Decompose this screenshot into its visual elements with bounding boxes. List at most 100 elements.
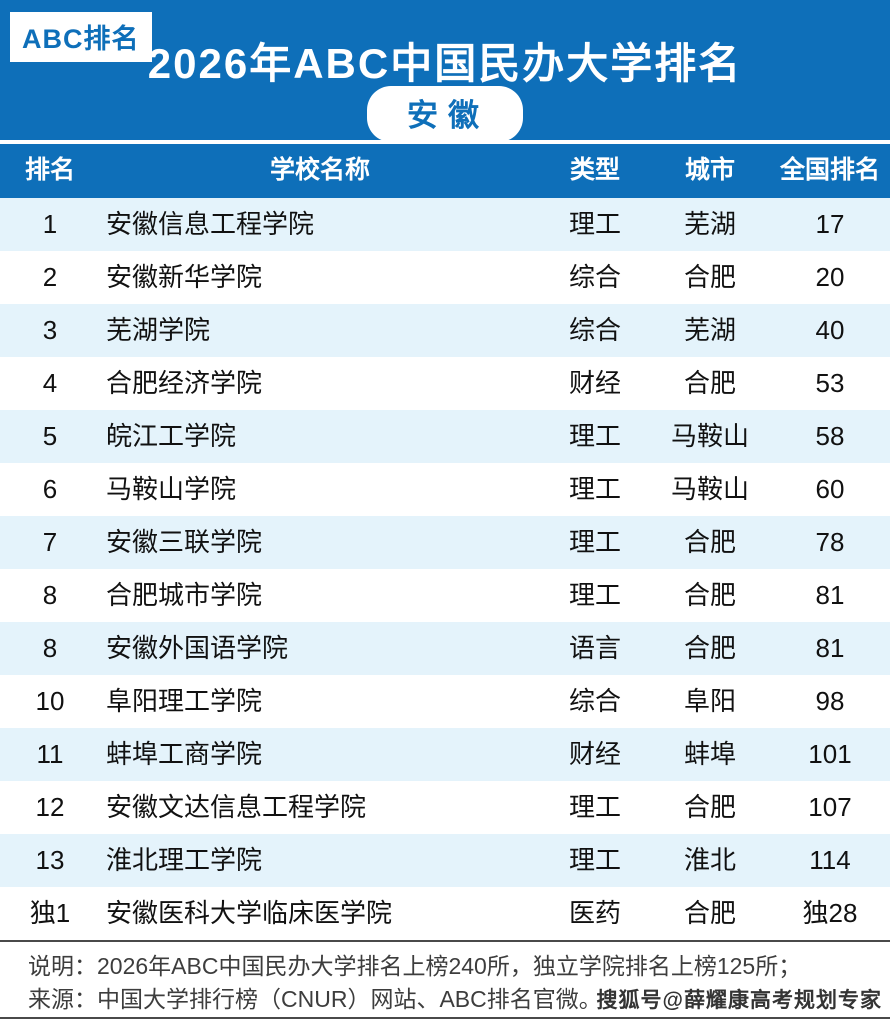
header: ABC排名 2026年ABC中国民办大学排名 安徽 <box>0 0 890 142</box>
table-row: 8 合肥城市学院 理工 合肥 81 <box>0 569 890 622</box>
type-cell: 综合 <box>568 686 621 717</box>
rank-cell: 12 <box>35 792 65 823</box>
national-rank-cell: 53 <box>815 368 845 399</box>
school-name-cell: 马鞍山学院 <box>106 474 237 505</box>
footer: 说明：2026年ABC中国民办大学排名上榜240所，独立学院排名上榜125所； … <box>0 940 890 1022</box>
national-rank-cell: 20 <box>815 262 845 293</box>
region-pill: 安徽 <box>367 86 523 142</box>
rank-cell: 7 <box>42 527 58 558</box>
national-rank-cell: 58 <box>815 421 845 452</box>
type-cell: 理工 <box>568 421 621 452</box>
type-cell: 理工 <box>568 580 621 611</box>
school-name-cell: 淮北理工学院 <box>106 845 263 876</box>
city-cell: 合肥 <box>683 898 736 929</box>
city-cell: 合肥 <box>683 633 736 664</box>
national-rank-cell: 独28 <box>802 898 858 929</box>
national-rank-cell: 60 <box>815 474 845 505</box>
table-rows: 1 安徽信息工程学院 理工 芜湖 17 2 安徽新华学院 综合 合肥 20 3 芜湖学院 综合 芜湖 40 4… <box>0 198 890 940</box>
type-cell: 综合 <box>568 262 621 293</box>
rank-cell: 8 <box>42 580 58 611</box>
school-name-cell: 合肥城市学院 <box>106 580 263 611</box>
city-cell: 合肥 <box>683 580 736 611</box>
national-rank-cell: 40 <box>815 315 845 346</box>
school-name-cell: 安徽文达信息工程学院 <box>106 792 367 823</box>
city-cell: 合肥 <box>683 792 736 823</box>
table-row: 2 安徽新华学院 综合 合肥 20 <box>0 251 890 304</box>
rank-cell: 4 <box>42 368 58 399</box>
watermark: 搜狐号@薛耀康高考规划专家 <box>596 989 882 1012</box>
rank-cell: 独1 <box>29 898 71 929</box>
type-cell: 财经 <box>568 739 621 770</box>
city-cell: 阜阳 <box>683 686 736 717</box>
school-name-cell: 安徽外国语学院 <box>106 633 289 664</box>
table-row: 6 马鞍山学院 理工 马鞍山 60 <box>0 463 890 516</box>
column-header-type: 类型 <box>569 156 620 185</box>
page-title: 2026年ABC中国民办大学排名 <box>147 40 743 87</box>
type-cell: 财经 <box>568 368 621 399</box>
rank-cell: 11 <box>36 739 64 770</box>
type-cell: 语言 <box>568 633 621 664</box>
school-name-cell: 合肥经济学院 <box>106 368 263 399</box>
school-name-cell: 蚌埠工商学院 <box>106 739 263 770</box>
table-row: 12 安徽文达信息工程学院 理工 合肥 107 <box>0 781 890 834</box>
school-name-cell: 安徽信息工程学院 <box>106 209 315 240</box>
school-name-cell: 安徽三联学院 <box>106 527 263 558</box>
school-name-cell: 阜阳理工学院 <box>106 686 263 717</box>
table-row: 1 安徽信息工程学院 理工 芜湖 17 <box>0 198 890 251</box>
city-cell: 淮北 <box>683 845 736 876</box>
column-header-school-name: 学校名称 <box>269 156 370 185</box>
type-cell: 理工 <box>568 474 621 505</box>
city-cell: 马鞍山 <box>670 474 749 505</box>
table-row: 10 阜阳理工学院 综合 阜阳 98 <box>0 675 890 728</box>
table-row: 8 安徽外国语学院 语言 合肥 81 <box>0 622 890 675</box>
footer-bottom-divider <box>0 1017 890 1019</box>
rank-cell: 5 <box>42 421 58 452</box>
city-cell: 芜湖 <box>683 209 736 240</box>
table-header-row: 排名 学校名称 类型 城市 全国排名 <box>0 144 890 198</box>
abc-brand-badge: ABC排名 <box>10 12 152 62</box>
type-cell: 理工 <box>568 209 621 240</box>
city-cell: 合肥 <box>683 368 736 399</box>
type-cell: 理工 <box>568 792 621 823</box>
national-rank-cell: 81 <box>815 580 845 611</box>
school-name-cell: 皖江工学院 <box>106 421 237 452</box>
rank-cell: 3 <box>42 315 58 346</box>
table-row: 5 皖江工学院 理工 马鞍山 58 <box>0 410 890 463</box>
city-cell: 合肥 <box>683 262 736 293</box>
rank-cell: 2 <box>42 262 58 293</box>
header-divider <box>0 140 890 144</box>
national-rank-cell: 107 <box>808 792 852 823</box>
school-name-cell: 安徽新华学院 <box>106 262 263 293</box>
table-row: 7 安徽三联学院 理工 合肥 78 <box>0 516 890 569</box>
school-name-cell: 安徽医科大学临床医学院 <box>106 898 393 929</box>
type-cell: 理工 <box>568 527 621 558</box>
type-cell: 医药 <box>568 898 621 929</box>
type-cell: 理工 <box>568 845 621 876</box>
table-row: 13 淮北理工学院 理工 淮北 114 <box>0 834 890 887</box>
table-row: 11 蚌埠工商学院 财经 蚌埠 101 <box>0 728 890 781</box>
column-header-national-rank: 全国排名 <box>779 156 880 185</box>
footer-note: 说明：2026年ABC中国民办大学排名上榜240所，独立学院排名上榜125所； <box>28 953 802 979</box>
rank-cell: 10 <box>35 686 65 717</box>
city-cell: 合肥 <box>683 527 736 558</box>
national-rank-cell: 81 <box>815 633 845 664</box>
city-cell: 蚌埠 <box>683 739 736 770</box>
city-cell: 马鞍山 <box>670 421 749 452</box>
type-cell: 综合 <box>568 315 621 346</box>
table-row: 3 芜湖学院 综合 芜湖 40 <box>0 304 890 357</box>
footer-source: 来源：中国大学排行榜（CNUR）网站、ABC排名官微。 <box>28 986 602 1012</box>
table-row: 4 合肥经济学院 财经 合肥 53 <box>0 357 890 410</box>
national-rank-cell: 114 <box>809 845 851 876</box>
school-name-cell: 芜湖学院 <box>106 315 211 346</box>
national-rank-cell: 78 <box>815 527 845 558</box>
rank-cell: 6 <box>42 474 58 505</box>
rank-cell: 1 <box>42 209 58 240</box>
national-rank-cell: 17 <box>815 209 845 240</box>
column-header-rank: 排名 <box>24 156 75 185</box>
national-rank-cell: 101 <box>808 739 852 770</box>
city-cell: 芜湖 <box>683 315 736 346</box>
column-header-city: 城市 <box>684 156 735 185</box>
rank-cell: 13 <box>35 845 65 876</box>
table-row: 独1 安徽医科大学临床医学院 医药 合肥 独28 <box>0 887 890 940</box>
